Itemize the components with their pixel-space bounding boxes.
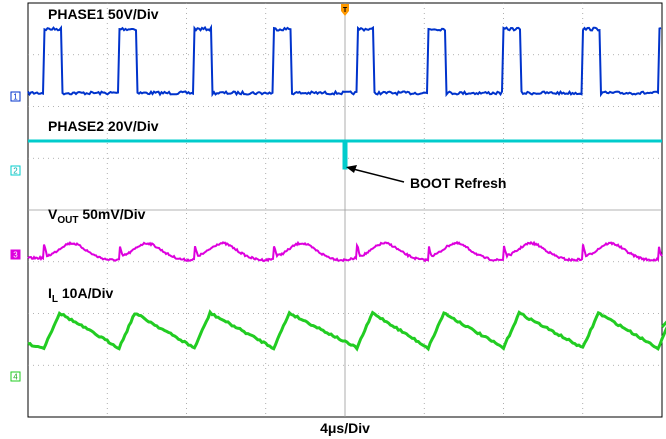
trigger-label: T (343, 7, 348, 14)
phase2-label: PHASE2 20V/Div (48, 118, 159, 134)
channel-1-marker: 1 (10, 91, 21, 102)
phase1-label: PHASE1 50V/Div (48, 6, 159, 22)
phase1-waveform (27, 23, 662, 98)
boot-refresh-arrow (346, 165, 405, 183)
channel-2-marker: 2 (10, 165, 21, 176)
inductor-current-label: IL 10A/Div (48, 285, 113, 305)
channel-4-marker: 4 (10, 371, 21, 382)
x-axis-label: 4μs/Div (320, 420, 370, 436)
phase2-waveform (28, 139, 662, 170)
inductor-current-waveform (27, 309, 666, 352)
vout-label: VOUT 50mV/Div (48, 206, 146, 226)
channel-3-marker: 3 (10, 249, 21, 260)
svg-text:1: 1 (13, 93, 18, 102)
vout-waveform (27, 240, 663, 263)
svg-text:3: 3 (13, 251, 18, 260)
svg-text:2: 2 (13, 167, 18, 176)
boot-refresh-annotation: BOOT Refresh (410, 175, 506, 191)
trigger-marker-icon: T (341, 4, 349, 16)
svg-text:4: 4 (13, 373, 18, 382)
